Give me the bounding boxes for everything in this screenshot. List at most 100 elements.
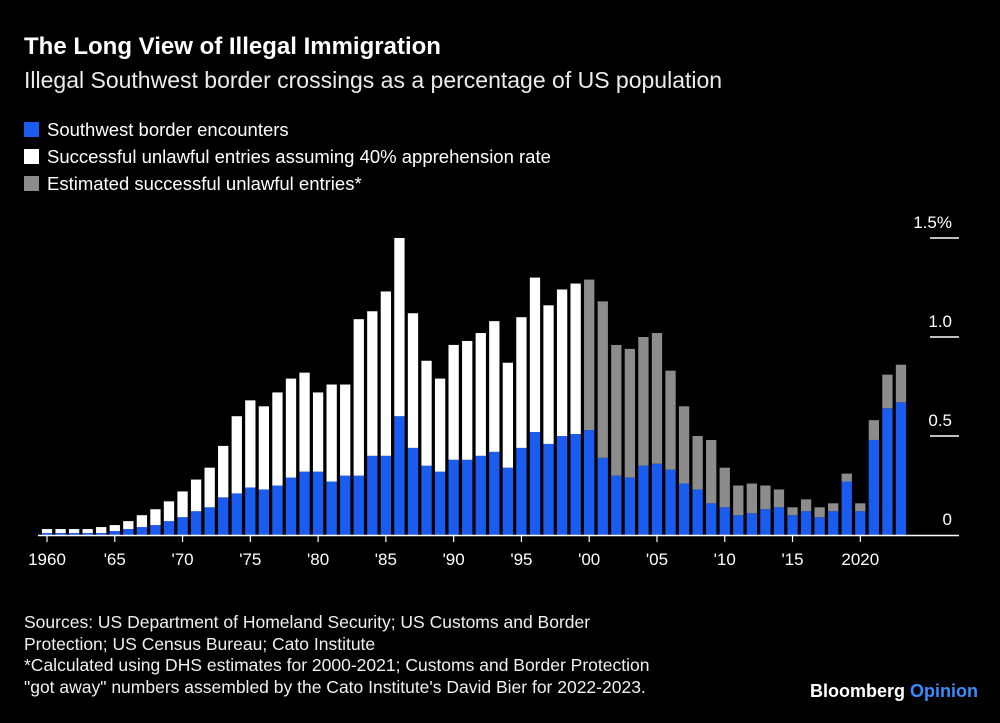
y-tick-label: 0.5 — [928, 411, 952, 430]
bar-encounters-1960 — [41, 533, 53, 535]
bar-successful-40pct-1980 — [312, 392, 324, 472]
chart-subtitle: Illegal Southwest border crossings as a … — [24, 67, 723, 93]
bar-estimated-2013 — [760, 485, 771, 510]
bar-encounters-1964 — [96, 533, 107, 535]
x-tick-label: '95 — [510, 550, 532, 569]
bar-estimated-2001 — [597, 301, 608, 458]
bar-estimated-2012 — [746, 483, 758, 514]
bar-successful-40pct-1995 — [516, 317, 527, 448]
bar-estimated-2018 — [828, 503, 839, 512]
x-tick-label: 2020 — [841, 550, 879, 569]
bar-estimated-2014 — [773, 489, 785, 508]
bar-successful-40pct-1976 — [258, 406, 270, 490]
bar-encounters-1984 — [367, 455, 378, 535]
legend-item-encounters: Southwest border encounters — [24, 116, 551, 143]
bar-estimated-2023 — [895, 364, 907, 403]
methodology-note: *Calculated using DHS estimates for 2000… — [24, 655, 650, 697]
bar-encounters-1973 — [218, 497, 229, 535]
bar-encounters-1991 — [462, 459, 473, 535]
bar-encounters-1999 — [570, 434, 581, 535]
bar-encounters-1990 — [448, 459, 459, 535]
bar-encounters-2016 — [800, 511, 812, 535]
bar-encounters-2006 — [665, 469, 676, 535]
bar-estimated-2022 — [882, 374, 893, 409]
bar-encounters-1966 — [123, 529, 134, 535]
bar-encounters-1993 — [489, 451, 500, 535]
bar-successful-40pct-1973 — [218, 445, 229, 498]
bar-successful-40pct-1994 — [502, 362, 514, 468]
bar-encounters-2021 — [868, 439, 880, 535]
x-tick-label: '70 — [171, 550, 193, 569]
bar-encounters-2011 — [733, 515, 744, 535]
bar-encounters-1969 — [163, 521, 175, 535]
bar-encounters-2010 — [719, 507, 730, 535]
bar-successful-40pct-1965 — [109, 525, 120, 532]
bar-encounters-1983 — [353, 475, 364, 535]
bar-successful-40pct-1964 — [96, 527, 107, 534]
bar-successful-40pct-1967 — [136, 515, 148, 528]
bar-encounters-2002 — [611, 475, 622, 535]
bar-encounters-1967 — [136, 527, 148, 535]
bar-estimated-2002 — [611, 344, 622, 476]
bar-encounters-1994 — [502, 467, 514, 535]
bar-encounters-2003 — [624, 477, 636, 535]
bar-estimated-2007 — [678, 406, 690, 484]
bar-encounters-2012 — [746, 513, 758, 535]
bar-encounters-1998 — [556, 436, 568, 535]
bar-encounters-2013 — [760, 509, 771, 535]
bar-successful-40pct-1963 — [82, 529, 93, 534]
chart-title: The Long View of Illegal Immigration — [24, 33, 441, 60]
bar-encounters-2014 — [773, 507, 785, 535]
bar-encounters-1976 — [258, 489, 270, 535]
x-tick-label: '90 — [443, 550, 465, 569]
bar-encounters-2018 — [828, 511, 839, 535]
x-tick-label: '10 — [714, 550, 736, 569]
bar-encounters-2019 — [841, 481, 852, 535]
bar-estimated-2006 — [665, 370, 676, 470]
bar-encounters-1982 — [340, 475, 351, 535]
legend-swatch-encounters — [24, 122, 39, 137]
x-tick-label: '85 — [375, 550, 397, 569]
y-tick-label: 1.0 — [928, 312, 952, 331]
bar-encounters-1996 — [529, 432, 541, 535]
bar-encounters-1974 — [231, 493, 242, 535]
x-tick-label: '15 — [781, 550, 803, 569]
bar-encounters-1987 — [407, 447, 419, 535]
bar-successful-40pct-1974 — [231, 416, 242, 494]
y-tick-label: 0 — [943, 510, 952, 529]
bar-estimated-2009 — [706, 439, 717, 504]
bar-successful-40pct-1968 — [150, 509, 161, 526]
bar-successful-40pct-1998 — [556, 289, 568, 436]
bar-encounters-1975 — [245, 487, 256, 535]
bar-encounters-1961 — [55, 533, 66, 535]
bar-successful-40pct-1982 — [340, 384, 351, 476]
bar-estimated-2015 — [787, 507, 798, 516]
bar-encounters-2020 — [855, 511, 866, 535]
bar-estimated-2008 — [692, 436, 703, 490]
legend-label-encounters: Southwest border encounters — [47, 118, 289, 140]
brand-name: Bloomberg — [809, 681, 905, 701]
bar-successful-40pct-1960 — [41, 529, 53, 534]
bar-estimated-2000 — [584, 279, 595, 431]
bar-estimated-2004 — [638, 337, 649, 466]
bloomberg-opinion-logo: Bloomberg Opinion — [810, 681, 978, 702]
bar-successful-40pct-1988 — [421, 360, 432, 466]
x-tick-label: '80 — [307, 550, 329, 569]
bar-encounters-2022 — [882, 408, 893, 535]
bar-encounters-1972 — [204, 507, 215, 535]
bar-encounters-1986 — [394, 416, 405, 535]
bar-estimated-2005 — [651, 333, 663, 464]
bar-encounters-1970 — [177, 517, 188, 535]
legend-item-successful-40pct: Successful unlawful entries assuming 40%… — [24, 143, 551, 170]
bar-successful-40pct-1984 — [367, 311, 378, 456]
y-tick-label: 1.5% — [913, 213, 952, 232]
legend-item-estimated: Estimated successful unlawful entries* — [24, 170, 551, 197]
bar-encounters-1980 — [312, 471, 324, 535]
sources-note: Sources: US Department of Homeland Secur… — [24, 612, 591, 654]
legend-label-successful-40pct: Successful unlawful entries assuming 40%… — [47, 145, 551, 167]
x-tick-label: '05 — [646, 550, 668, 569]
legend-label-estimated: Estimated successful unlawful entries* — [47, 172, 362, 194]
x-tick-label: '75 — [239, 550, 261, 569]
bar-successful-40pct-1999 — [570, 283, 581, 435]
bar-encounters-2017 — [814, 517, 825, 535]
